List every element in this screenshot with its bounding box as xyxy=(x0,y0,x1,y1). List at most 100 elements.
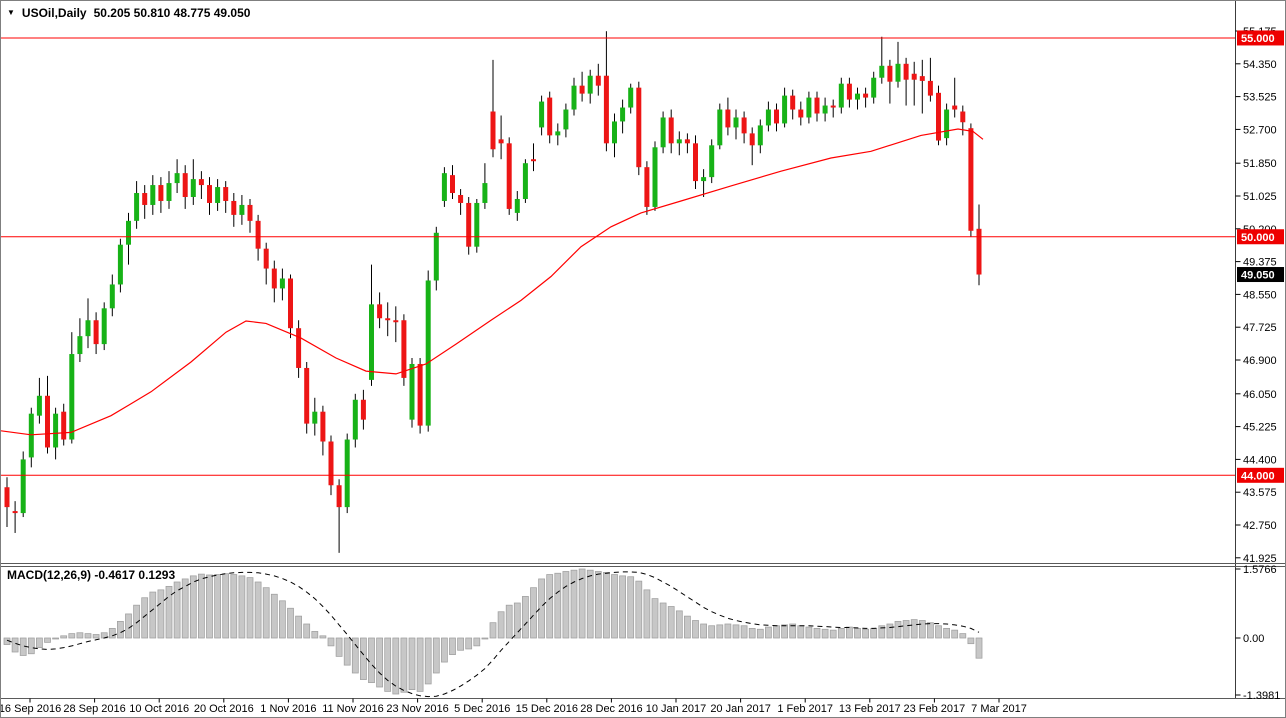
macd-histogram-bar xyxy=(44,637,51,643)
price-axis-label: 44.400 xyxy=(1243,454,1277,466)
bull-candle xyxy=(433,232,439,281)
symbol-period-label: USOil,Daily xyxy=(21,6,87,20)
bull-candle xyxy=(126,220,131,245)
macd-histogram-bar xyxy=(343,637,351,666)
bear-candle xyxy=(320,411,326,442)
bull-candle xyxy=(612,121,617,144)
bear-candle xyxy=(790,95,796,110)
price-level-badge-text: 50.000 xyxy=(1241,232,1275,244)
price-axis-label: 53.525 xyxy=(1243,92,1277,104)
bull-candle xyxy=(806,97,812,118)
bear-candle xyxy=(450,175,455,194)
macd-indicator-label: MACD(12,26,9) -0.4617 0.1293 xyxy=(7,568,175,582)
bull-candle xyxy=(28,413,34,458)
macd-histogram-bar xyxy=(748,627,756,639)
macd-histogram-bar xyxy=(238,575,246,639)
bull-candle xyxy=(757,125,763,146)
macd-histogram-bar xyxy=(489,622,497,639)
bull-candle xyxy=(134,193,140,221)
bull-candle xyxy=(77,336,83,355)
macd-histogram-bar xyxy=(457,637,464,651)
bear-candle xyxy=(498,139,504,144)
macd-histogram-bar xyxy=(530,587,537,639)
bear-candle xyxy=(830,105,836,108)
macd-histogram-bar xyxy=(68,633,76,639)
price-axis-label: 52.700 xyxy=(1243,124,1277,136)
macd-histogram-bar xyxy=(522,596,529,639)
macd-histogram-bar xyxy=(935,625,942,639)
macd-histogram-bar xyxy=(52,637,59,640)
macd-axis-label: 1.5766 xyxy=(1243,564,1277,576)
macd-histogram-bar xyxy=(424,637,432,685)
macd-histogram-bar xyxy=(789,623,797,639)
bull-candle xyxy=(822,105,828,114)
macd-histogram-bar xyxy=(878,625,886,639)
bear-candle xyxy=(255,220,261,249)
macd-histogram-bar xyxy=(886,623,894,639)
price-level-badge xyxy=(1237,229,1284,245)
bear-candle xyxy=(61,411,67,440)
bull-candle xyxy=(944,109,950,139)
bear-candle xyxy=(960,111,966,123)
macd-histogram-bar xyxy=(351,637,359,674)
bull-candle xyxy=(879,65,885,78)
bear-candle xyxy=(863,93,869,98)
time-axis-label: 11 Nov 2016 xyxy=(322,703,384,715)
chart-title: ▼ USOil,Daily 50.205 50.810 48.775 49.05… xyxy=(7,6,250,20)
macd-histogram-bar xyxy=(60,635,68,639)
bear-candle xyxy=(693,143,698,182)
macd-histogram-bar xyxy=(230,574,238,639)
collapse-triangle-icon[interactable]: ▼ xyxy=(7,8,15,17)
macd-histogram-bar xyxy=(505,604,513,639)
macd-histogram-bar xyxy=(700,623,707,639)
macd-histogram-bar xyxy=(918,620,926,639)
macd-histogram-bar xyxy=(927,622,934,639)
bull-candle xyxy=(150,185,156,205)
bull-candle xyxy=(514,198,520,213)
macd-histogram-bar xyxy=(36,637,43,649)
bear-candle xyxy=(547,97,553,136)
bear-candle xyxy=(668,117,674,144)
bull-candle xyxy=(312,411,318,424)
bull-candle xyxy=(733,117,739,128)
macd-histogram-bar xyxy=(805,626,813,639)
macd-histogram-bar xyxy=(732,624,740,639)
bear-candle xyxy=(506,143,512,209)
macd-histogram-bar xyxy=(198,573,205,639)
macd-histogram-bar xyxy=(117,620,124,639)
bull-candle xyxy=(563,109,569,130)
price-axis-label: 51.850 xyxy=(1243,158,1277,170)
macd-histogram-bar xyxy=(254,581,262,639)
price-axis-label: 42.750 xyxy=(1243,520,1277,532)
bear-candle xyxy=(976,228,982,275)
bear-candle xyxy=(903,63,909,80)
bear-candle xyxy=(207,185,212,203)
macd-histogram-bar xyxy=(108,627,116,639)
bear-candle xyxy=(749,133,755,146)
macd-histogram-bar xyxy=(837,627,845,639)
macd-histogram-bar xyxy=(92,634,100,639)
bear-candle xyxy=(684,139,690,144)
time-axis-label: 23 Nov 2016 xyxy=(386,703,448,715)
macd-histogram-bar xyxy=(262,587,270,639)
bull-candle xyxy=(652,147,658,207)
macd-histogram-bar xyxy=(594,571,602,639)
macd-histogram-bar xyxy=(513,602,521,639)
macd-histogram-bar xyxy=(473,637,481,647)
bear-candle xyxy=(182,173,188,197)
macd-histogram-bar xyxy=(813,627,821,639)
bear-candle xyxy=(377,304,383,319)
bull-candle xyxy=(85,320,91,337)
bull-candle xyxy=(539,101,545,128)
bear-candle xyxy=(911,73,917,80)
macd-histogram-bar xyxy=(959,633,967,639)
macd-histogram-bar xyxy=(975,637,983,659)
bear-candle xyxy=(846,83,852,100)
macd-histogram-bar xyxy=(586,569,594,639)
bear-candle xyxy=(288,278,293,329)
macd-histogram-bar xyxy=(659,602,667,639)
bear-candle xyxy=(644,167,650,207)
macd-histogram-bar xyxy=(287,607,294,639)
